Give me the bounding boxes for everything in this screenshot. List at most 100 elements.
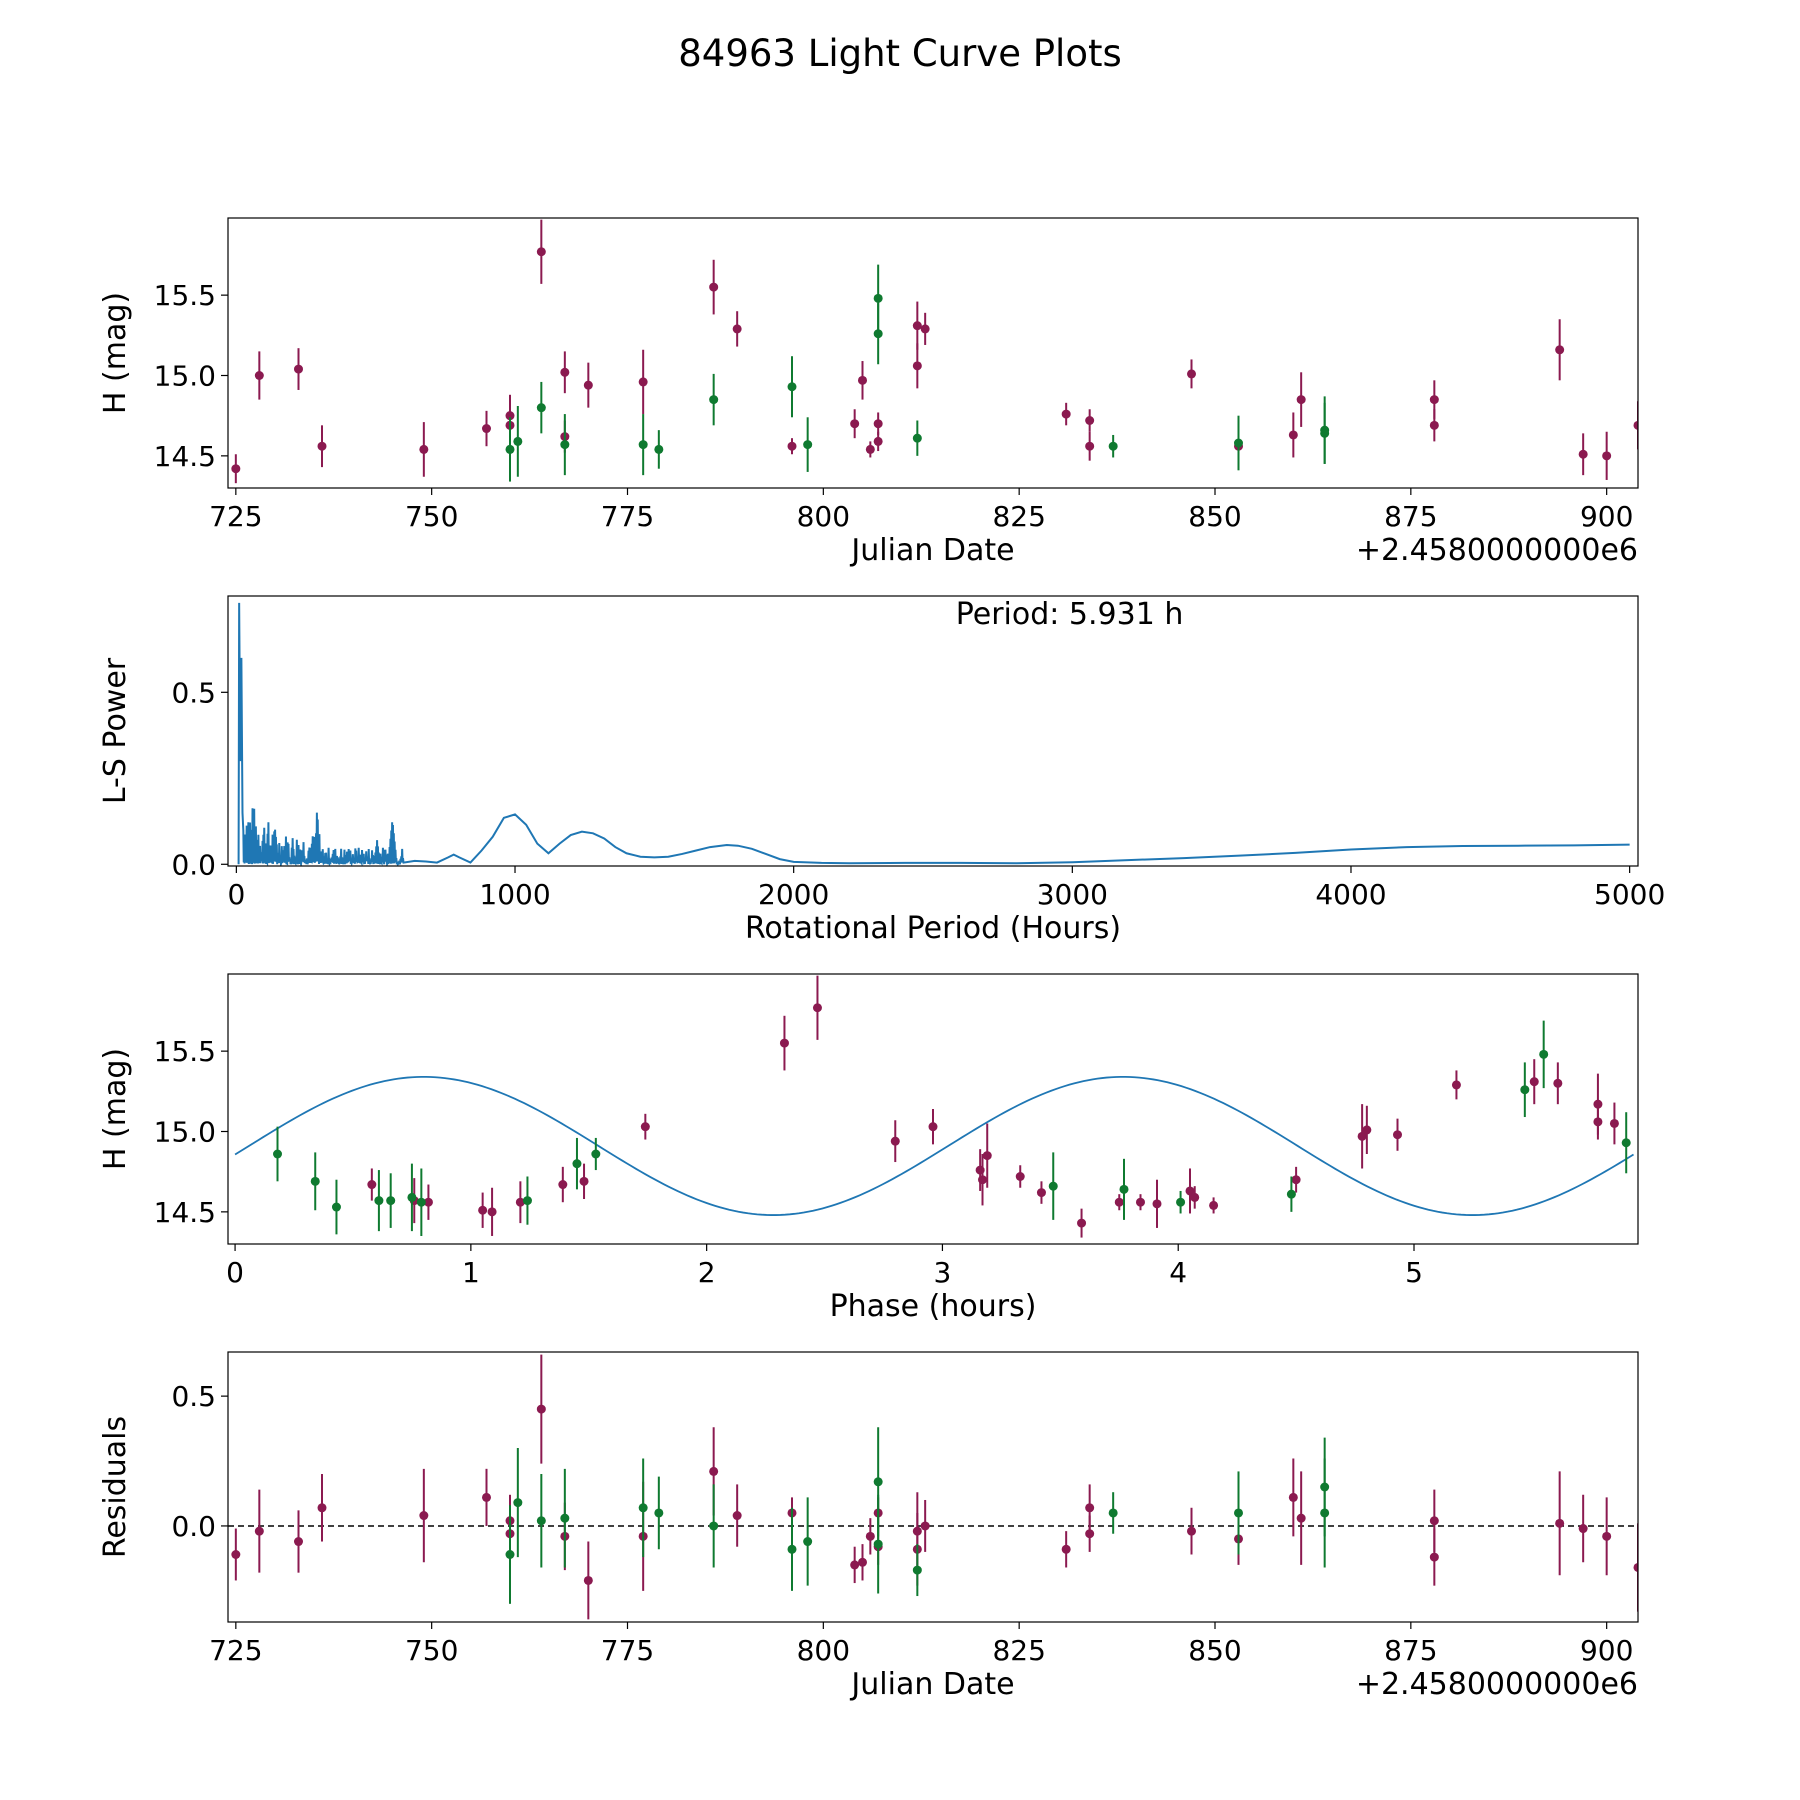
data-point: [1529, 1077, 1539, 1087]
data-point: [1185, 1186, 1195, 1196]
data-point: [873, 293, 883, 303]
data-point: [1392, 1130, 1402, 1140]
data-point: [873, 1539, 883, 1549]
data-point: [522, 1196, 532, 1206]
data-point: [1108, 441, 1118, 451]
data-point: [912, 321, 922, 331]
y-axis-label: H (mag): [98, 1048, 133, 1170]
data-point: [709, 1466, 719, 1476]
data-point: [572, 1159, 582, 1169]
data-point: [536, 1404, 546, 1414]
data-point: [478, 1205, 488, 1215]
data-point: [579, 1176, 589, 1186]
y-tick-label: 15.0: [154, 1116, 216, 1149]
data-point: [1061, 409, 1071, 419]
data-point: [1429, 1552, 1439, 1562]
y-tick-label: 15.5: [154, 1035, 216, 1068]
data-point: [1234, 1508, 1243, 1518]
data-point: [416, 1197, 426, 1207]
plot-frame: [227, 973, 1639, 1245]
x-tick-label: 800: [797, 500, 850, 533]
data-point: [536, 403, 546, 413]
data-point: [850, 419, 860, 429]
data-point: [1190, 1192, 1200, 1202]
x-axis-label: Rotational Period (Hours): [745, 911, 1121, 946]
y-axis-label: H (mag): [98, 292, 133, 414]
data-point: [865, 1531, 875, 1541]
data-point: [654, 1508, 664, 1518]
x-tick-label: 725: [209, 500, 262, 533]
data-point: [638, 377, 648, 387]
x-tick-label: 875: [1384, 1634, 1437, 1667]
data-point: [803, 1537, 813, 1547]
data-point: [1288, 430, 1298, 440]
data-point: [1234, 438, 1243, 448]
phase-folded-panel: 0 1 2 3 4 5 14.5 15.0 15.5 Phase (hours) H (mag): [98, 973, 1639, 1324]
data-point: [912, 433, 922, 443]
data-point: [317, 441, 327, 451]
data-point: [374, 1196, 384, 1206]
data-point: [1286, 1189, 1296, 1199]
data-point: [709, 282, 719, 292]
data-point: [317, 1503, 327, 1513]
data-point: [515, 1197, 525, 1207]
data-point: [1429, 1516, 1439, 1526]
y-tick-label: 14.5: [154, 440, 216, 473]
y-axis-label: L-S Power: [98, 657, 133, 804]
data-point: [583, 1575, 593, 1585]
data-point: [1609, 1118, 1619, 1128]
data-point: [1291, 1175, 1301, 1185]
y-axis-label: Residuals: [98, 1416, 133, 1558]
model-fit-curve: [234, 1075, 1634, 1216]
x-tick-label: 4000: [1315, 878, 1386, 911]
data-point: [1593, 1117, 1603, 1127]
data-point: [873, 329, 883, 339]
data-point: [787, 441, 797, 451]
x-axis-label: Julian Date: [849, 533, 1014, 568]
y-tick-label: 15.0: [154, 360, 216, 393]
period-annotation: Period: 5.931 h: [956, 597, 1184, 632]
x-tick-label: 900: [1580, 500, 1633, 533]
data-point: [505, 1550, 515, 1559]
data-point: [709, 395, 719, 405]
x-tick-label: 0: [227, 878, 245, 911]
data-point: [1187, 369, 1196, 379]
data-point: [858, 375, 867, 385]
data-point: [231, 464, 241, 474]
data-point: [1357, 1131, 1367, 1141]
data-point: [873, 419, 883, 429]
data-point: [1209, 1200, 1219, 1210]
data-point: [638, 440, 648, 450]
data-point: [482, 424, 491, 434]
data-point: [273, 1149, 283, 1159]
data-point: [1555, 1518, 1565, 1528]
data-point: [1555, 345, 1565, 355]
data-point: [858, 1557, 867, 1567]
data-point: [873, 436, 883, 446]
data-point: [1135, 1197, 1145, 1207]
plot-frame: [227, 1351, 1639, 1623]
x-tick-label: 775: [601, 500, 654, 533]
data-point: [1288, 1492, 1298, 1502]
plot-frame: [227, 595, 1639, 867]
x-tick-label: 1000: [479, 878, 550, 911]
x-tick-label: 825: [992, 1634, 1045, 1667]
x-offset-label: +2.4580000000e6: [1356, 533, 1638, 568]
x-tick-label: 875: [1384, 500, 1437, 533]
data-point: [367, 1180, 377, 1190]
data-point: [865, 444, 875, 454]
plot-data: [228, 1354, 1638, 1620]
data-point: [419, 444, 429, 454]
x-tick-label: 850: [1188, 1634, 1241, 1667]
y-tick-label: 0.0: [171, 848, 216, 881]
x-tick-label: 4: [1169, 1256, 1187, 1289]
data-point: [1633, 1562, 1638, 1572]
data-point: [583, 380, 593, 390]
data-point: [1520, 1085, 1530, 1095]
data-point: [386, 1196, 396, 1206]
x-tick-label: 775: [601, 1634, 654, 1667]
data-point: [1320, 428, 1330, 438]
x-tick-label: 3000: [1037, 878, 1108, 911]
x-tick-label: 5000: [1594, 878, 1665, 911]
ls-power-line: [237, 602, 1630, 866]
